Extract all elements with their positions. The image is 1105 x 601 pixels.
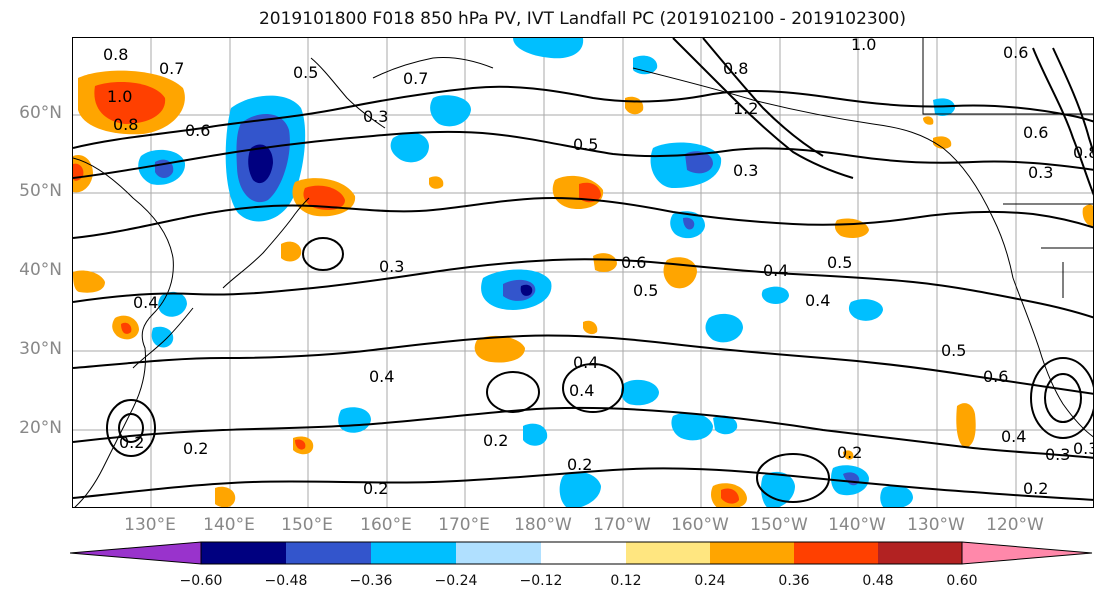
lon-label-140w: 140°W: [828, 515, 886, 535]
lon-label-150e: 150°E: [281, 515, 333, 535]
contour-label: 0.6: [983, 367, 1008, 386]
contour-label: 0.2: [363, 479, 388, 498]
colorbar-tick-label: 0.48: [862, 573, 894, 589]
contour-label: 0.6: [621, 253, 646, 272]
lon-label-160w: 160°W: [671, 515, 729, 535]
contour-label: 1.0: [107, 87, 132, 106]
colorbar-bin: [541, 542, 626, 564]
lat-label-60n: 60°N: [19, 103, 62, 123]
contour-label: 0.4: [1001, 427, 1026, 446]
lon-label-150w: 150°W: [750, 515, 808, 535]
contour-label: 0.8: [1073, 143, 1094, 162]
contour-label: 0.5: [633, 281, 658, 300]
colorbar-extend-max: [961, 541, 1093, 565]
lat-label-30n: 30°N: [19, 339, 62, 359]
contour-label: 0.3: [1028, 163, 1053, 182]
colorbar-extend-min: [70, 541, 202, 565]
colorbar-tick-label: −0.24: [434, 573, 478, 589]
lon-label-120w: 120°W: [986, 515, 1044, 535]
map-title: 2019101800 F018 850 hPa PV, IVT Landfall…: [258, 9, 906, 29]
contour-label: 0.7: [159, 59, 184, 78]
colorbar-bin: [710, 542, 794, 564]
colorbar-bin: [371, 542, 456, 564]
map-panel: 0.8 0.7 0.5 0.7 0.8 1.0 0.6 1.0 0.8 0.3 …: [72, 37, 1094, 508]
lon-label-130e: 130°E: [124, 515, 176, 535]
contour-label: 1.0: [851, 38, 876, 54]
contour-label: 0.3: [1073, 439, 1094, 458]
positive-pv-shading: [73, 70, 1093, 507]
colorbar-bin: [878, 542, 962, 564]
contour-label: 0.2: [1023, 479, 1048, 498]
colorbar-tick-label: −0.60: [179, 573, 223, 589]
colorbar-tick-label: −0.12: [519, 573, 563, 589]
colorbar-bin: [794, 542, 878, 564]
pv-ivt-map: 0.8 0.7 0.5 0.7 0.8 1.0 0.6 1.0 0.8 0.3 …: [73, 38, 1094, 507]
colorbar-tick-label: −0.48: [264, 573, 308, 589]
lon-label-180w: 180°W: [514, 515, 572, 535]
contour-label: 0.6: [185, 121, 210, 140]
ivt-contours: [73, 38, 1093, 503]
colorbar-tick-label: 0.12: [610, 573, 642, 589]
contour-label: 0.4: [133, 293, 158, 312]
contour-label: 0.5: [573, 135, 598, 154]
lat-label-40n: 40°N: [19, 260, 62, 280]
colorbar-tick-label: 0.36: [778, 573, 810, 589]
lon-label-130w: 130°W: [907, 515, 965, 535]
contour-label: 0.2: [567, 455, 592, 474]
contour-label: 0.8: [723, 59, 748, 78]
lon-label-140e: 140°E: [203, 515, 255, 535]
contour-label: 0.3: [379, 257, 404, 276]
colorbar-bin: [456, 542, 541, 564]
colorbar-bin: [201, 542, 286, 564]
negative-pv-shading: [138, 38, 955, 507]
contour-label: 0.4: [763, 261, 788, 280]
colorbar-bin: [286, 542, 371, 564]
colorbar-tick-label: −0.36: [349, 573, 393, 589]
colorbar-bin: [626, 542, 710, 564]
colorbar-tick-label: 0.24: [694, 573, 726, 589]
contour-label: 1.2: [733, 99, 758, 118]
contour-label: 0.3: [733, 161, 758, 180]
contour-label: 0.8: [113, 115, 138, 134]
colorbar-tick-label: 0.60: [946, 573, 978, 589]
contour-labels: 0.8 0.7 0.5 0.7 0.8 1.0 0.6 1.0 0.8 0.3 …: [103, 38, 1094, 498]
contour-label: 0.2: [837, 443, 862, 462]
contour-label: 0.7: [403, 69, 428, 88]
lon-label-170w: 170°W: [593, 515, 651, 535]
contour-label: 0.2: [119, 433, 144, 452]
contour-label: 0.4: [569, 381, 594, 400]
contour-label: 0.3: [1045, 445, 1070, 464]
contour-label: 0.5: [827, 253, 852, 272]
contour-label: 0.4: [805, 291, 830, 310]
contour-label: 0.5: [941, 341, 966, 360]
lat-label-50n: 50°N: [19, 181, 62, 201]
contour-label: 0.6: [1003, 43, 1028, 62]
contour-label: 0.2: [483, 431, 508, 450]
lon-label-170e: 170°E: [438, 515, 490, 535]
coastlines: [73, 38, 1093, 507]
contour-label: 0.5: [293, 63, 318, 82]
contour-label: 0.4: [573, 353, 598, 372]
contour-label: 0.8: [103, 45, 128, 64]
contour-label: 0.6: [1023, 123, 1048, 142]
contour-label: 0.2: [183, 439, 208, 458]
lat-label-20n: 20°N: [19, 418, 62, 438]
lon-label-160e: 160°E: [360, 515, 412, 535]
contour-label: 0.3: [363, 107, 388, 126]
contour-label: 0.4: [369, 367, 394, 386]
pv-colorbar: [70, 541, 1093, 565]
